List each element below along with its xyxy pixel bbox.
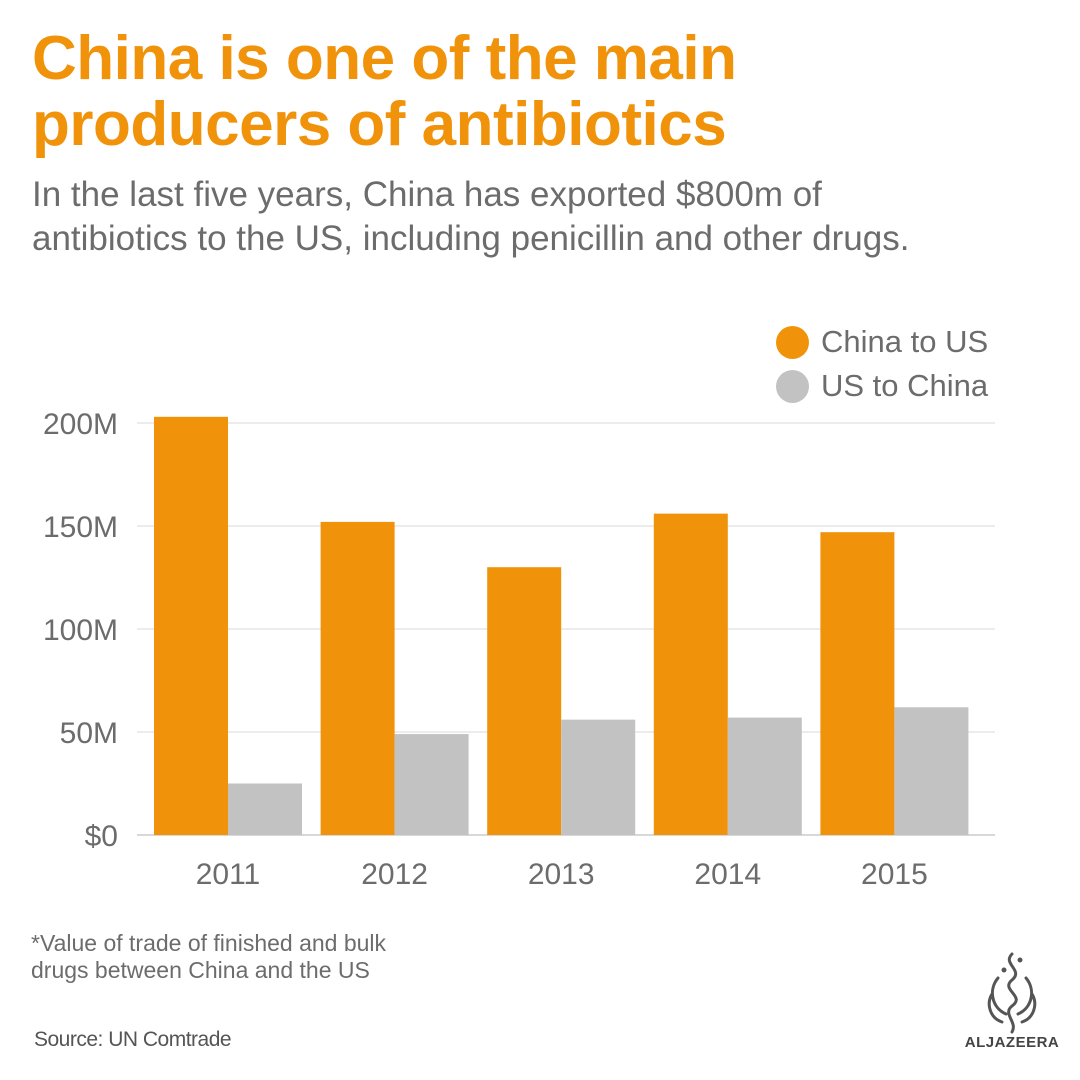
chart-title-line-2: producers of antibiotics <box>32 90 727 159</box>
bar-us-to-china <box>561 719 636 835</box>
y-tick-label: 100M <box>43 614 118 647</box>
logo-wordmark: ALJAZEERA <box>964 1034 1060 1051</box>
chart-title: China is one of the main producers of an… <box>32 26 1032 158</box>
chart-subtitle-line-1: In the last five years, China has export… <box>32 175 822 214</box>
x-tick-label: 2011 <box>196 858 261 891</box>
footnote-line-1: *Value of trade of finished and bulk <box>31 930 387 956</box>
chart-subtitle-line-2: antibiotics to the US, including penicil… <box>32 219 910 258</box>
chart-title-line-1: China is one of the main <box>32 24 737 93</box>
legend-item-us-to-china: US to China <box>776 364 988 408</box>
legend-swatch-us-to-china <box>776 369 809 403</box>
bar-china-to-us <box>487 567 562 835</box>
y-tick-label: 150M <box>43 511 118 544</box>
chart-subtitle: In the last five years, China has export… <box>32 173 1062 261</box>
x-tick-label: 2014 <box>694 858 761 891</box>
x-tick-label: 2013 <box>528 858 595 891</box>
y-tick-label: 50M <box>60 717 118 750</box>
x-tick-label: 2015 <box>861 858 928 891</box>
legend-swatch-china-to-us <box>776 325 809 359</box>
bar-china-to-us <box>820 532 895 835</box>
aljazeera-logo: ALJAZEERA <box>962 948 1062 1058</box>
legend-label-china-to-us: China to US <box>821 324 989 359</box>
chart-legend: China to US US to China <box>776 320 988 408</box>
bar-us-to-china <box>727 717 802 835</box>
aljazeera-logo-icon <box>987 952 1037 1034</box>
footnote: *Value of trade of finished and bulk dru… <box>31 930 491 984</box>
bar-us-to-china <box>394 734 469 835</box>
x-tick-label: 2012 <box>361 858 428 891</box>
y-tick-label: 200M <box>43 408 118 441</box>
legend-item-china-to-us: China to US <box>776 320 988 364</box>
bar-china-to-us <box>154 416 228 835</box>
y-tick-label: $0 <box>85 820 118 853</box>
bar-us-to-china <box>228 783 302 835</box>
bar-china-to-us <box>320 521 395 835</box>
bar-us-to-china <box>894 707 969 835</box>
bar-china-to-us <box>653 513 728 835</box>
footnote-line-2: drugs between China and the US <box>31 957 370 983</box>
source-credit: Source: UN Comtrade <box>34 1028 232 1051</box>
legend-label-us-to-china: US to China <box>821 368 989 403</box>
